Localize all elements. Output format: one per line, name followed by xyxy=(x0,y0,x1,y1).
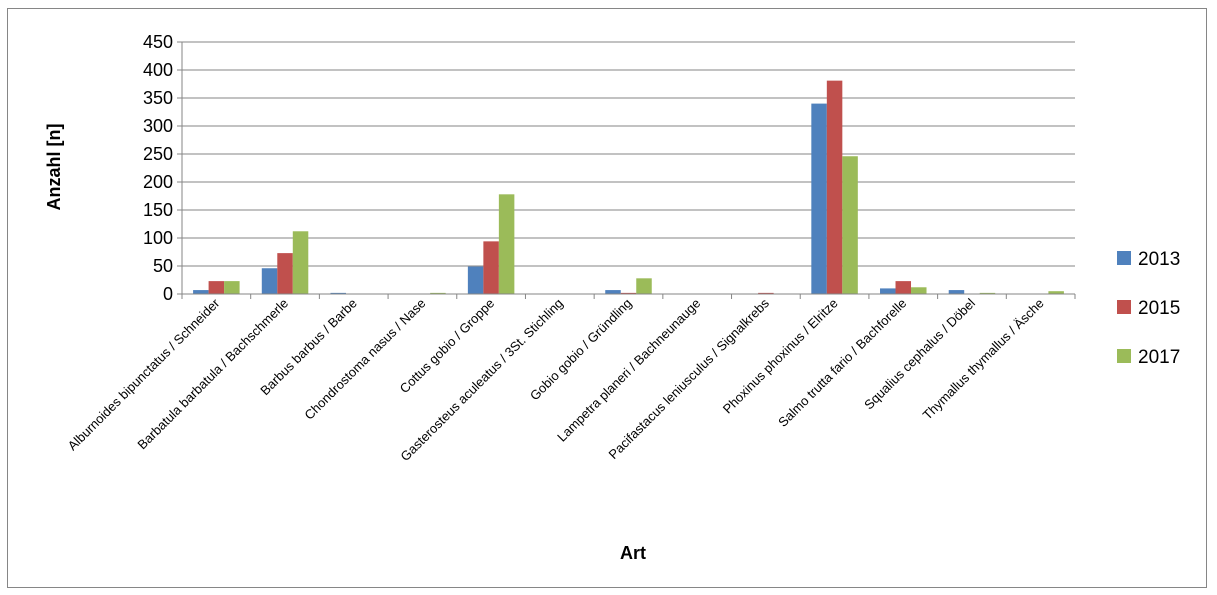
x-tick-label: Salmo trutta fario / Bachforelle xyxy=(775,296,909,430)
bar-2013 xyxy=(880,288,896,294)
y-tick-label: 450 xyxy=(143,32,173,52)
y-tick-label: 200 xyxy=(143,172,173,192)
bar-2015 xyxy=(277,253,293,294)
bar-2013 xyxy=(467,266,484,294)
bar-2013 xyxy=(811,103,827,294)
legend-swatch xyxy=(1117,251,1131,265)
bar-2017 xyxy=(979,292,996,294)
bar-2017 xyxy=(292,231,309,294)
bar-2017 xyxy=(430,292,446,294)
legend-label: 2015 xyxy=(1138,298,1180,319)
y-tick-label: 0 xyxy=(163,284,173,304)
legend-label: 2017 xyxy=(1138,347,1180,368)
bar-2017 xyxy=(842,156,858,294)
bar-2015 xyxy=(758,292,774,294)
bar-chart: 0 50 100 150 200 250 300 350 400 450 Alburnoides … xyxy=(44,32,1180,563)
x-tick-label: Thymallus thymallus / Äsche xyxy=(920,296,1047,423)
y-tick-label: 300 xyxy=(143,116,173,136)
x-tick-label: Lampetra planeri / Bachneunauge xyxy=(554,296,703,445)
bar-2017 xyxy=(498,194,515,294)
legend-swatch xyxy=(1117,349,1131,363)
x-tick-label: Alburnoides bipunctatus / Schneider xyxy=(65,295,223,453)
bars xyxy=(193,80,1064,294)
bar-2015 xyxy=(620,292,637,294)
gridlines xyxy=(182,41,1075,267)
bar-2017 xyxy=(911,287,927,294)
bar-2013 xyxy=(261,268,278,294)
y-tick-label: 350 xyxy=(143,88,173,108)
y-tick-label: 250 xyxy=(143,144,173,164)
x-axis-ticks: Alburnoides bipunctatus / SchneiderBarba… xyxy=(65,294,1076,464)
bar-2015 xyxy=(895,281,912,294)
x-tick-label: Chondrostoma nasus / Nase xyxy=(301,296,428,423)
y-tick-label: 100 xyxy=(143,228,173,248)
legend-swatch xyxy=(1117,300,1131,314)
legend-label: 2013 xyxy=(1138,249,1180,270)
bar-2015 xyxy=(826,80,843,294)
y-tick-label: 50 xyxy=(153,256,173,276)
bar-2013 xyxy=(330,292,346,294)
x-tick-label: Squalius cephalus / Döbel xyxy=(861,295,978,412)
x-tick-label: Barbatula barbatula / Bachschmerle xyxy=(134,296,291,453)
bar-2017 xyxy=(224,281,240,294)
bar-2017 xyxy=(1048,291,1064,294)
y-tick-label: 150 xyxy=(143,200,173,220)
bar-2015 xyxy=(208,281,225,294)
bar-2015 xyxy=(483,241,499,294)
bar-2013 xyxy=(948,290,965,294)
bar-2017 xyxy=(636,278,652,294)
x-tick-label: Phoxinus phoxinus / Elritze xyxy=(720,296,841,417)
chart-area: 0 50 100 150 200 250 300 350 400 450 Alburnoides … xyxy=(7,8,1207,588)
bar-2013 xyxy=(605,290,621,294)
y-axis-ticks: 0 50 100 150 200 250 300 350 400 450 xyxy=(143,32,182,304)
bar-2013 xyxy=(193,290,209,294)
legend: 2013 2015 2017 xyxy=(1117,249,1180,368)
y-tick-label: 400 xyxy=(143,60,173,80)
x-axis-title: Art xyxy=(620,543,646,563)
y-axis-title: Anzahl [n] xyxy=(44,124,64,211)
